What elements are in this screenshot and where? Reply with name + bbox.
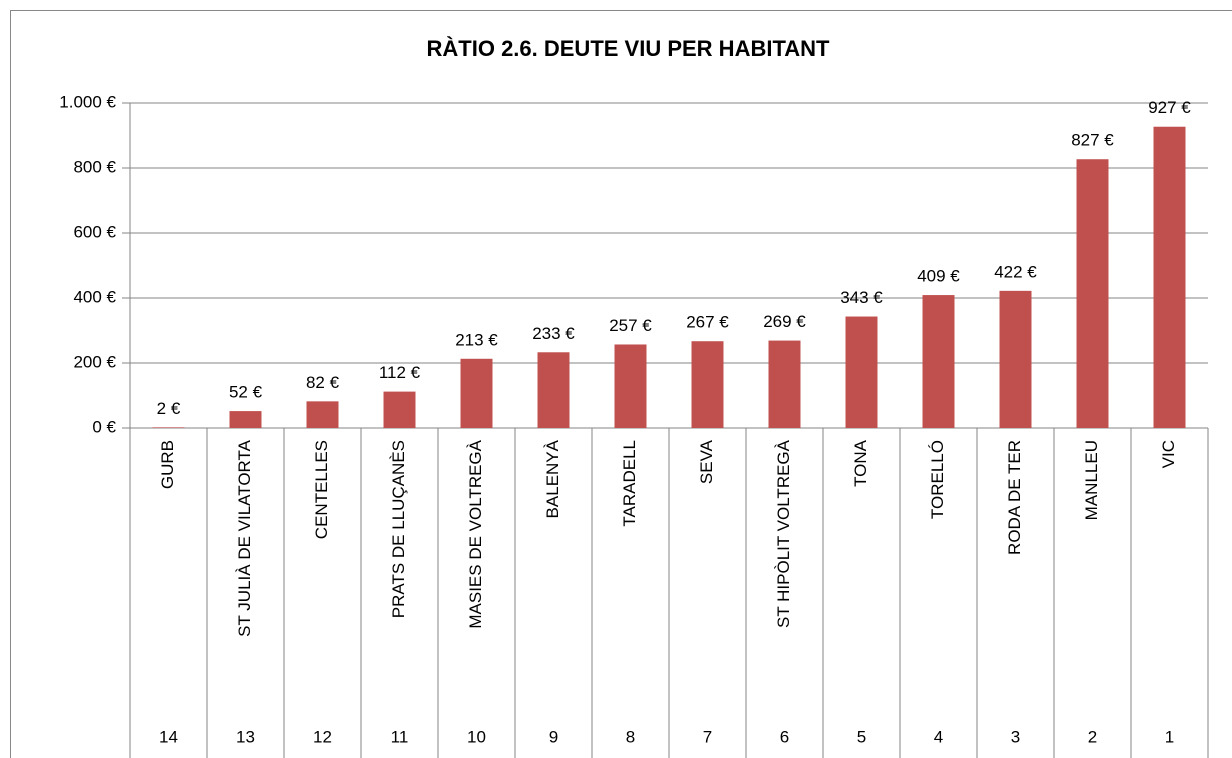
bar: [460, 358, 493, 428]
bar: [537, 352, 570, 428]
rank-label: 4: [934, 727, 943, 746]
bar: [229, 411, 262, 428]
bar: [768, 340, 801, 428]
rank-label: 11: [391, 727, 409, 746]
value-label: 52 €: [229, 383, 263, 402]
x-tick-label: TONA: [851, 439, 870, 487]
bar: [1153, 126, 1186, 428]
bar: [691, 341, 724, 428]
x-tick-label: MASIES DE VOLTREGÀ: [466, 439, 485, 628]
x-tick-label: BALENYÀ: [543, 439, 562, 518]
value-label: 257 €: [609, 316, 652, 335]
y-tick-label: 600 €: [73, 222, 116, 241]
value-label: 343 €: [840, 288, 883, 307]
rank-label: 6: [780, 727, 789, 746]
value-label: 422 €: [994, 262, 1037, 281]
value-label: 409 €: [917, 267, 960, 286]
y-tick-label: 0 €: [92, 417, 116, 436]
value-label: 827 €: [1071, 131, 1114, 150]
value-label: 267 €: [686, 313, 729, 332]
bar: [845, 316, 878, 428]
bar: [1076, 159, 1109, 428]
rank-label: 5: [857, 727, 866, 746]
x-tick-label: ST JULIÀ DE VILATORTA: [235, 439, 254, 636]
y-tick-label: 800 €: [73, 157, 116, 176]
x-tick-label: GURB: [158, 440, 177, 489]
x-tick-label: MANLLEU: [1082, 440, 1101, 520]
value-label: 2 €: [157, 399, 181, 418]
bar: [999, 290, 1032, 428]
rank-label: 12: [313, 727, 332, 746]
rank-label: 1: [1165, 727, 1174, 746]
rank-label: 9: [549, 727, 558, 746]
chart-frame: [10, 10, 1232, 758]
rank-label: 3: [1011, 727, 1020, 746]
value-label: 927 €: [1148, 98, 1191, 117]
value-label: 213 €: [455, 330, 498, 349]
x-tick-label: SEVA: [697, 439, 716, 484]
x-tick-label: ST HIPÒLIT VOLTREGÀ: [774, 439, 793, 628]
y-tick-label: 400 €: [73, 287, 116, 306]
bar: [922, 295, 955, 428]
bar: [383, 391, 416, 428]
x-tick-label: TARADELL: [620, 440, 639, 527]
x-tick-label: TORELLÓ: [928, 440, 947, 519]
x-tick-label: CENTELLES: [312, 440, 331, 539]
y-tick-label: 200 €: [73, 352, 116, 371]
bar: [306, 401, 339, 428]
value-label: 233 €: [532, 324, 575, 343]
value-label: 269 €: [763, 312, 806, 331]
rank-label: 7: [703, 727, 712, 746]
bar: [614, 344, 647, 428]
x-tick-label: RODA DE TER: [1005, 440, 1024, 555]
value-label: 82 €: [306, 373, 340, 392]
value-label: 112 €: [379, 363, 421, 382]
rank-label: 8: [626, 727, 635, 746]
x-tick-label: PRATS DE LLUÇANÈS: [389, 440, 408, 618]
rank-label: 14: [159, 727, 178, 746]
chart-title: RÀTIO 2.6. DEUTE VIU PER HABITANT: [427, 36, 831, 61]
y-tick-label: 1.000 €: [59, 92, 116, 111]
rank-label: 2: [1088, 727, 1097, 746]
rank-label: 10: [467, 727, 486, 746]
bar: [152, 427, 185, 428]
x-tick-label: VIC: [1159, 440, 1178, 468]
rank-label: 13: [236, 727, 255, 746]
